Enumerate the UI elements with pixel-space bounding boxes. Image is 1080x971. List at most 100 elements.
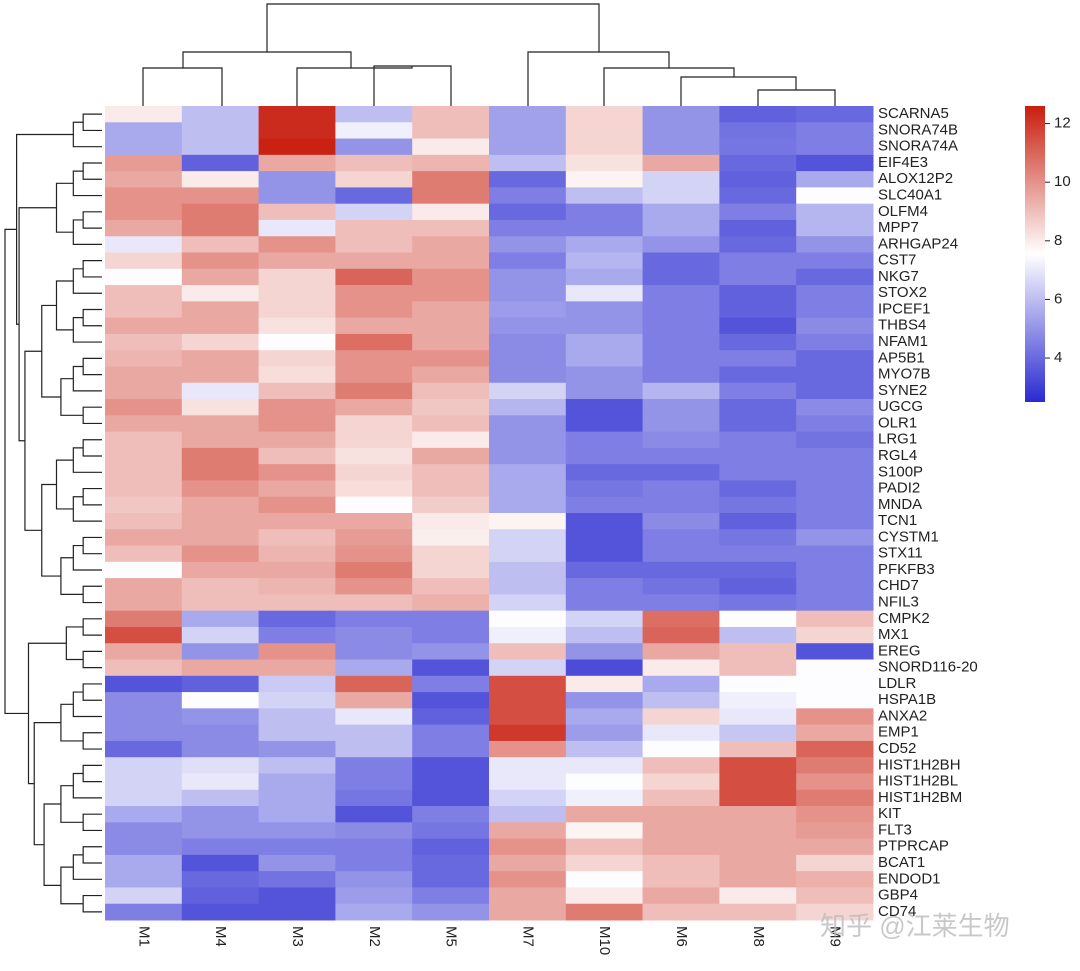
dendrogram-branch — [18, 207, 57, 442]
dendrogram-branch — [82, 308, 102, 327]
heatmap-cell — [642, 171, 720, 188]
dendrogram-branch — [82, 211, 102, 229]
dendrogram-branch — [82, 618, 102, 636]
heatmap-cell — [335, 594, 413, 612]
heatmap-cell — [642, 122, 720, 140]
heatmap-cell — [565, 626, 644, 644]
heatmap-cell — [181, 187, 260, 205]
heatmap-cell — [489, 447, 567, 465]
heatmap-cell — [412, 301, 490, 319]
heatmap-cell — [719, 236, 797, 254]
dendrogram-branch — [72, 772, 102, 799]
heatmap-cell — [412, 773, 490, 791]
heatmap-cell — [565, 219, 644, 237]
heatmap-cell — [489, 154, 567, 172]
heatmap-cell — [335, 333, 413, 351]
row-label: OLFM4 — [878, 203, 928, 220]
row-label: RGL4 — [878, 447, 917, 464]
heatmap-cell — [335, 317, 413, 335]
heatmap-cell — [181, 529, 260, 547]
dendrogram-branch — [60, 703, 84, 742]
dendrogram-branch — [65, 626, 84, 661]
heatmap-cell — [181, 285, 260, 302]
dendrogram-branch — [72, 544, 102, 571]
dendrogram-branch — [757, 89, 836, 106]
heatmap-cell — [181, 268, 260, 286]
heatmap-cell — [105, 773, 183, 791]
heatmap-cell — [258, 447, 336, 465]
heatmap-cell — [719, 447, 797, 465]
heatmap-cell — [335, 692, 413, 709]
heatmap-cell — [412, 626, 490, 644]
heatmap-cell — [796, 675, 874, 693]
heatmap-cell — [105, 789, 183, 807]
dendrogram-branch — [82, 732, 102, 750]
heatmap-cell — [181, 431, 260, 449]
heatmap-cell — [565, 464, 644, 481]
heatmap-cell — [335, 806, 413, 823]
heatmap-cell — [489, 480, 567, 498]
heatmap-cell — [181, 171, 260, 188]
dendrogram-branch — [82, 113, 102, 132]
heatmap-cell — [565, 659, 644, 677]
heatmap-cell — [335, 301, 413, 319]
heatmap-cell — [335, 643, 413, 661]
heatmap-cell — [489, 692, 567, 709]
heatmap-cell — [489, 171, 567, 188]
dendrogram-branch — [33, 722, 61, 846]
heatmap-cell — [412, 610, 490, 628]
heatmap-cell — [181, 806, 260, 823]
heatmap-cell — [642, 659, 720, 677]
heatmap-cell — [719, 415, 797, 433]
heatmap-cell — [335, 773, 413, 791]
heatmap-cell — [412, 464, 490, 481]
heatmap-cell — [335, 382, 413, 400]
heatmap-cell — [258, 366, 336, 384]
heatmap-cell — [105, 447, 183, 465]
heatmap-cell — [258, 268, 336, 286]
heatmap-cell — [642, 708, 720, 726]
dendrogram-branch — [82, 357, 102, 376]
heatmap-cell — [489, 643, 567, 661]
dendrogram-branch — [182, 51, 352, 68]
heatmap-cell — [796, 464, 874, 481]
row-label: SLC40A1 — [878, 187, 942, 204]
heatmap-cell — [335, 626, 413, 644]
heatmap-cell — [412, 154, 490, 172]
row-label: CYSTM1 — [878, 528, 939, 545]
row-label: SYNE2 — [878, 382, 927, 399]
heatmap-cell — [796, 903, 874, 921]
heatmap-cell — [489, 513, 567, 530]
heatmap-cell — [335, 399, 413, 416]
heatmap-cell — [719, 122, 797, 140]
heatmap-cell — [181, 675, 260, 693]
heatmap-cell — [489, 366, 567, 384]
heatmap-cell — [412, 740, 490, 758]
heatmap-cell — [565, 545, 644, 563]
heatmap-cell — [489, 789, 567, 807]
heatmap-cell — [642, 675, 720, 693]
heatmap-cell — [489, 822, 567, 840]
heatmap-cell — [796, 659, 874, 677]
heatmap-cell — [181, 887, 260, 905]
heatmap-cell — [565, 138, 644, 156]
heatmap-cell — [642, 366, 720, 384]
heatmap-cell — [796, 252, 874, 270]
heatmap-cell — [258, 317, 336, 335]
heatmap-cell — [642, 545, 720, 563]
heatmap-cell — [412, 268, 490, 286]
heatmap-cell — [796, 626, 874, 644]
heatmap-cell — [105, 594, 183, 612]
heatmap-cell — [719, 138, 797, 156]
heatmap-cell — [565, 187, 644, 205]
heatmap-cell — [335, 757, 413, 774]
heatmap-cell — [335, 822, 413, 840]
heatmap-cell — [719, 871, 797, 888]
heatmap-cell — [105, 464, 183, 481]
heatmap-cell — [796, 496, 874, 514]
heatmap-cell — [258, 659, 336, 677]
heatmap-cell — [565, 317, 644, 335]
heatmap-cell — [105, 171, 183, 188]
heatmap-cell — [565, 757, 644, 774]
heatmap-cell — [412, 480, 490, 498]
